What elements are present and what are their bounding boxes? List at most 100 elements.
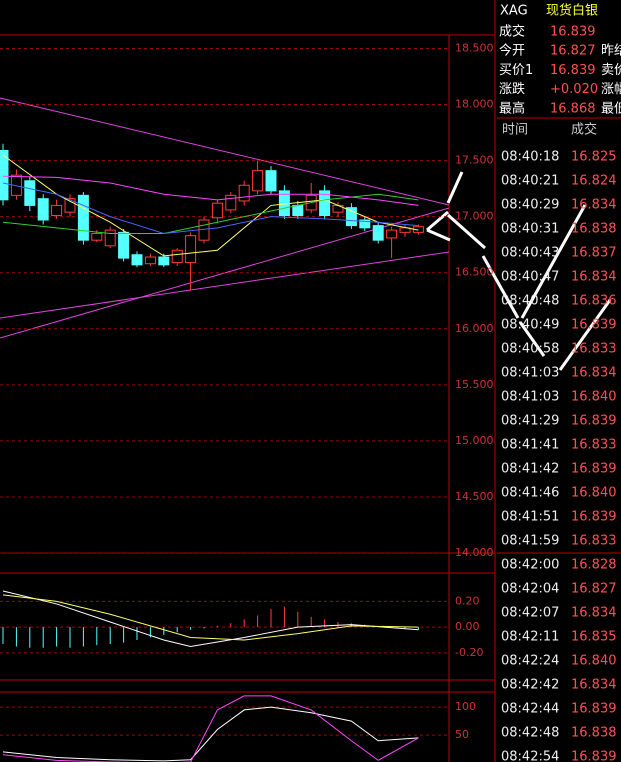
tick-time: 08:40:29 (501, 198, 559, 213)
arrow (481, 255, 520, 319)
tick-time: 08:41:51 (501, 510, 559, 525)
tick-price: 16.833 (571, 342, 617, 357)
tick-time: 08:42:42 (501, 678, 559, 693)
tick-price: 16.839 (571, 702, 617, 717)
tick-price: 16.827 (571, 582, 617, 597)
tick-time: 08:41:42 (501, 462, 559, 477)
quote-value: 16.827 (550, 44, 596, 59)
tick-price: 16.840 (571, 654, 617, 669)
y-tick-label: 17.500 (455, 154, 494, 167)
tick-time: 08:40:49 (501, 318, 559, 333)
candle-body (171, 249, 183, 264)
ticks-header: 成交 (571, 122, 597, 138)
tick-price: 16.838 (571, 726, 617, 741)
tick-price: 16.834 (571, 678, 617, 693)
tick-price: 16.839 (571, 750, 617, 762)
y-tick-label: 100 (455, 700, 476, 713)
y-tick-label: 17.000 (455, 210, 494, 223)
candle-body (0, 149, 9, 201)
candle-body (292, 204, 304, 217)
indicator-line (2, 590, 419, 647)
tick-price: 16.839 (571, 510, 617, 525)
tick-time: 08:41:03 (501, 366, 559, 381)
tick-time: 08:40:21 (501, 174, 559, 189)
candle-body (359, 219, 371, 229)
candle-body (24, 180, 36, 206)
tick-price: 16.834 (571, 270, 617, 285)
tick-time: 08:42:00 (501, 558, 559, 573)
symbol: XAG (500, 4, 528, 19)
tick-time: 08:40:58 (501, 342, 559, 357)
candle-body (77, 194, 89, 241)
y-tick-label: -0.20 (455, 646, 483, 659)
y-tick-label: 16.000 (455, 322, 494, 335)
quote-extra: 昨结 (601, 44, 621, 59)
quote-label: 今开 (499, 43, 525, 59)
tick-price: 16.840 (571, 486, 617, 501)
indicator-line (2, 193, 419, 234)
candle-body (64, 198, 76, 213)
quote-value: 16.868 (550, 101, 596, 116)
candle-body (238, 184, 250, 202)
candle-body (372, 225, 384, 241)
tick-price: 16.834 (571, 606, 617, 621)
candle-body (91, 232, 103, 241)
y-tick-label: 50 (455, 728, 469, 741)
tick-price: 16.834 (571, 366, 617, 381)
quote-extra: 涨幅 (601, 82, 621, 97)
tick-price: 16.833 (571, 438, 617, 453)
arrow (426, 228, 451, 242)
arrow (558, 299, 612, 371)
quote-value: 16.839 (550, 25, 596, 40)
indicator-line (2, 175, 419, 206)
tick-price: 16.834 (571, 198, 617, 213)
indicator-line (2, 706, 419, 762)
quote-label: 成交 (499, 24, 525, 40)
y-tick-label: 14.000 (455, 546, 494, 559)
candle-body (211, 202, 223, 219)
y-tick-label: 16.500 (455, 266, 494, 279)
candle-body (185, 235, 197, 264)
tick-time: 08:42:44 (501, 702, 559, 717)
y-tick-label: 15.000 (455, 434, 494, 447)
tick-time: 08:42:11 (501, 630, 559, 645)
tick-time: 08:40:18 (501, 150, 559, 165)
tick-price: 16.835 (571, 630, 617, 645)
quote-label: 买价1 (499, 63, 533, 78)
candle-body (144, 256, 156, 265)
tick-time: 08:41:46 (501, 486, 559, 501)
trendline (0, 251, 450, 319)
candle-body (37, 198, 49, 221)
y-tick-label: 14.500 (455, 490, 494, 503)
arrow (426, 210, 449, 232)
tick-price: 16.839 (571, 318, 617, 333)
tick-time: 08:40:47 (501, 270, 559, 285)
tick-price: 16.840 (571, 390, 617, 405)
candle-body (158, 256, 170, 266)
ticks-header: 时间 (502, 123, 528, 138)
tick-time: 08:42:48 (501, 726, 559, 741)
quote-value: 16.839 (550, 63, 596, 78)
y-tick-label: 18.500 (455, 41, 494, 54)
candle-body (118, 231, 130, 259)
annotation-arrows (426, 171, 612, 371)
candle-body (265, 170, 277, 192)
candle-body (252, 170, 264, 192)
candle-body (131, 254, 143, 266)
tick-time: 08:41:29 (501, 414, 559, 429)
tick-time: 08:42:04 (501, 582, 559, 597)
candle-body (345, 207, 357, 227)
tick-price: 16.839 (571, 462, 617, 477)
y-tick-label: 18.000 (455, 98, 494, 111)
candle-body (51, 204, 63, 217)
tick-time: 08:40:48 (501, 294, 559, 309)
quote-value: +0.020 (550, 82, 598, 97)
quote-label: 涨跌 (499, 81, 525, 97)
tick-price: 16.833 (571, 534, 617, 549)
arrow (520, 204, 587, 319)
arrow (447, 213, 486, 250)
candle-body (104, 229, 116, 247)
quote-label: 最高 (499, 100, 525, 116)
candle-body (386, 229, 398, 239)
